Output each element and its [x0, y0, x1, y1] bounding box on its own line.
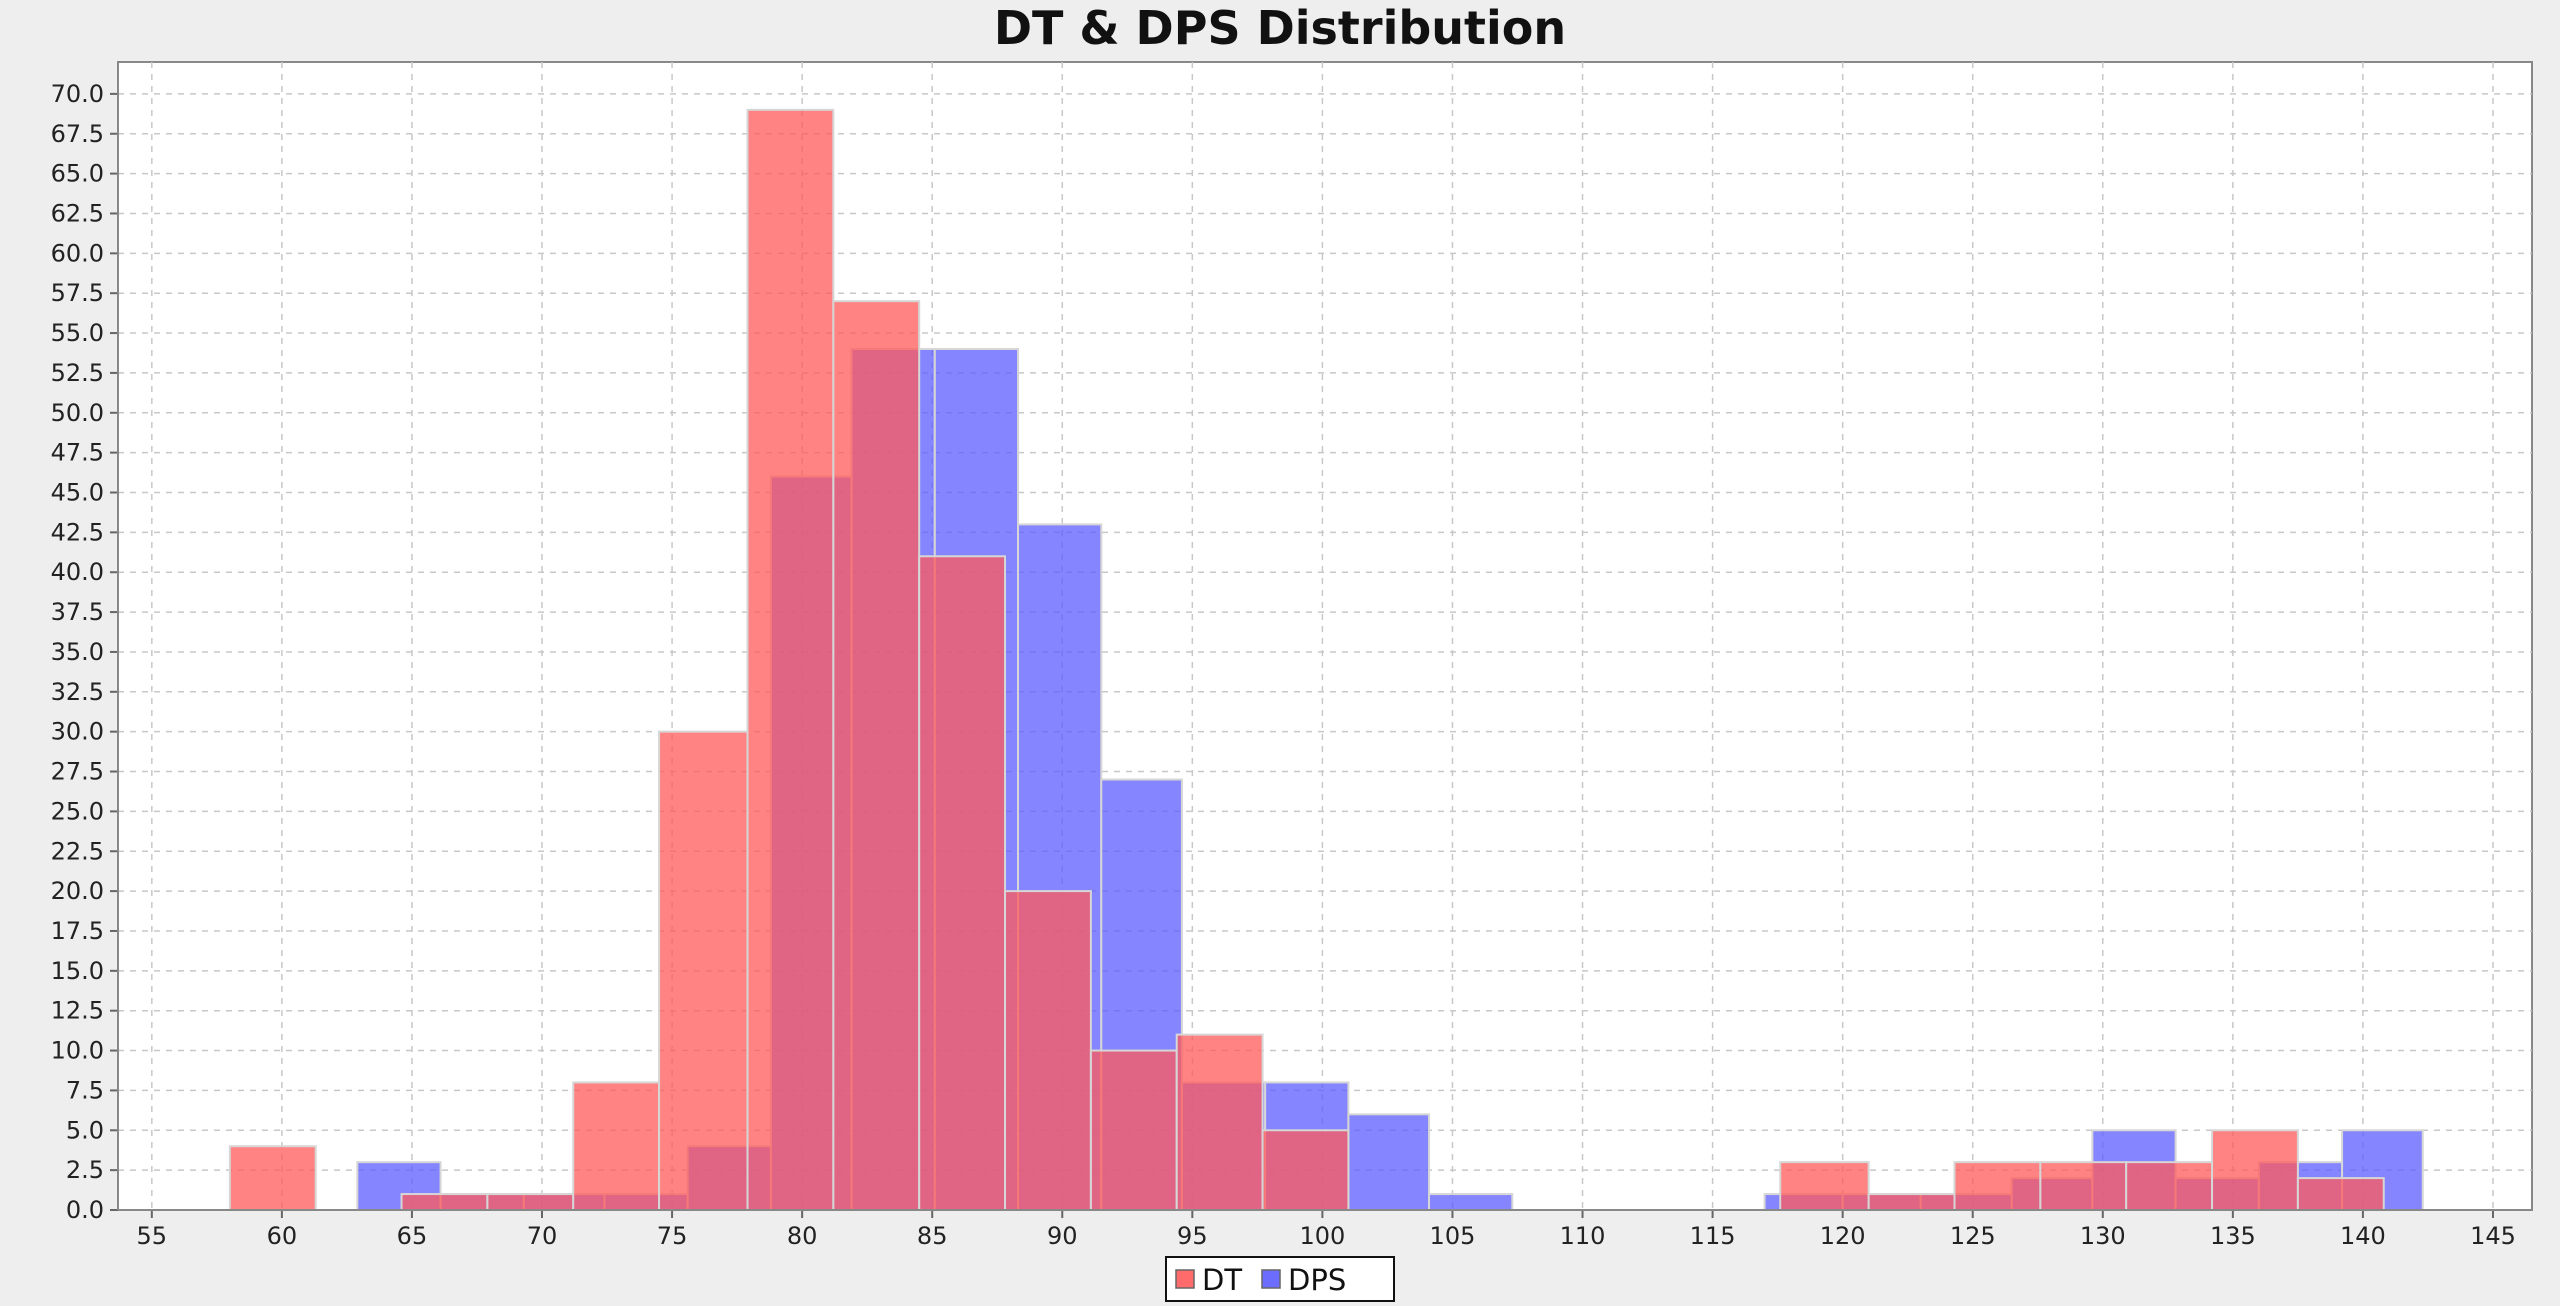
y-tick-label: 37.5 [51, 598, 104, 626]
legend-label-dt: DT [1202, 1263, 1242, 1297]
dps-bar [1347, 1113, 1431, 1212]
dt-bar [2211, 1129, 2299, 1212]
legend-swatch-dps [1261, 1269, 1281, 1289]
y-tick-label: 60.0 [51, 239, 104, 267]
x-tick-label: 60 [267, 1222, 298, 1250]
dt-bar [1175, 1033, 1264, 1211]
y-tick-label: 65.0 [51, 160, 104, 188]
dt-bar [486, 1193, 575, 1211]
dt-bar [1004, 890, 1092, 1211]
y-tick-label: 10.0 [51, 1037, 104, 1065]
x-tick-label: 90 [1047, 1222, 1078, 1250]
x-tick-label: 75 [657, 1222, 688, 1250]
y-tick-label: 62.5 [51, 199, 104, 227]
y-tick-label: 52.5 [51, 359, 104, 387]
axes: 55 60 65 70 75 80 85 90 95 100 105 110 115 120 125 130 1… [51, 62, 2532, 1250]
dt-bar [918, 555, 1007, 1211]
y-tick-label: 12.5 [51, 997, 104, 1025]
y-tick-label: 25.0 [51, 797, 104, 825]
dt-bar [400, 1193, 489, 1211]
y-tick-label: 5.0 [66, 1116, 104, 1144]
dt-bar [1953, 1161, 2042, 1211]
dt-bar [1261, 1129, 1350, 1212]
y-tick-label: 2.5 [66, 1156, 104, 1184]
dt-bar [658, 730, 749, 1212]
dt-bar [2296, 1177, 2385, 1211]
y-tick-label: 57.5 [51, 279, 104, 307]
dt-bar [832, 300, 921, 1211]
legend-label-dps: DPS [1288, 1263, 1346, 1297]
y-tick-label: 47.5 [51, 439, 104, 467]
x-tick-label: 55 [137, 1222, 168, 1250]
x-tick-label: 85 [917, 1222, 948, 1250]
dt-bar [1779, 1161, 1870, 1211]
x-tick-label: 145 [2470, 1222, 2516, 1250]
x-tick-label: 70 [527, 1222, 558, 1250]
dt-bar [1089, 1049, 1178, 1211]
y-tick-label: 15.0 [51, 957, 104, 985]
dt-bar [572, 1081, 661, 1212]
x-tick-label: 105 [1430, 1222, 1476, 1250]
dt-bar [1867, 1193, 1956, 1211]
y-tick-label: 67.5 [51, 120, 104, 148]
chart-title: DT & DPS Distribution [994, 1, 1566, 55]
histogram-bars [228, 108, 2424, 1212]
dt-bar [228, 1145, 317, 1211]
y-tick-label: 45.0 [51, 479, 104, 507]
y-tick-label: 32.5 [51, 678, 104, 706]
dps-bar [1428, 1193, 1514, 1211]
y-tick-label: 17.5 [51, 917, 104, 945]
dt-bar [2125, 1161, 2214, 1211]
y-tick-label: 30.0 [51, 718, 104, 746]
y-tick-label: 22.5 [51, 837, 104, 865]
x-tick-label: 65 [397, 1222, 428, 1250]
y-tick-label: 27.5 [51, 758, 104, 786]
y-tick-label: 42.5 [51, 518, 104, 546]
dt-bar [2039, 1161, 2128, 1211]
x-tick-label: 135 [2210, 1222, 2256, 1250]
x-tick-label: 140 [2340, 1222, 2386, 1250]
legend: DT DPS [1165, 1256, 1395, 1302]
legend-swatch-dt [1175, 1269, 1195, 1289]
y-tick-label: 7.5 [66, 1076, 104, 1104]
x-tick-label: 115 [1690, 1222, 1736, 1250]
dt-bar [746, 108, 835, 1211]
y-tick-label: 35.0 [51, 638, 104, 666]
x-tick-label: 95 [1177, 1222, 1208, 1250]
y-tick-label: 70.0 [51, 80, 104, 108]
y-tick-label: 40.0 [51, 558, 104, 586]
plot-area [117, 61, 2533, 1211]
y-tick-label: 20.0 [51, 877, 104, 905]
y-tick-label: 55.0 [51, 319, 104, 347]
dps-bar [356, 1161, 442, 1211]
x-tick-label: 125 [1950, 1222, 1996, 1250]
x-tick-label: 130 [2080, 1222, 2126, 1250]
y-tick-label: 50.0 [51, 399, 104, 427]
x-tick-label: 120 [1820, 1222, 1866, 1250]
x-tick-label: 110 [1560, 1222, 1606, 1250]
x-tick-label: 80 [787, 1222, 818, 1250]
y-tick-label: 0.0 [66, 1196, 104, 1224]
x-tick-label: 100 [1299, 1222, 1345, 1250]
